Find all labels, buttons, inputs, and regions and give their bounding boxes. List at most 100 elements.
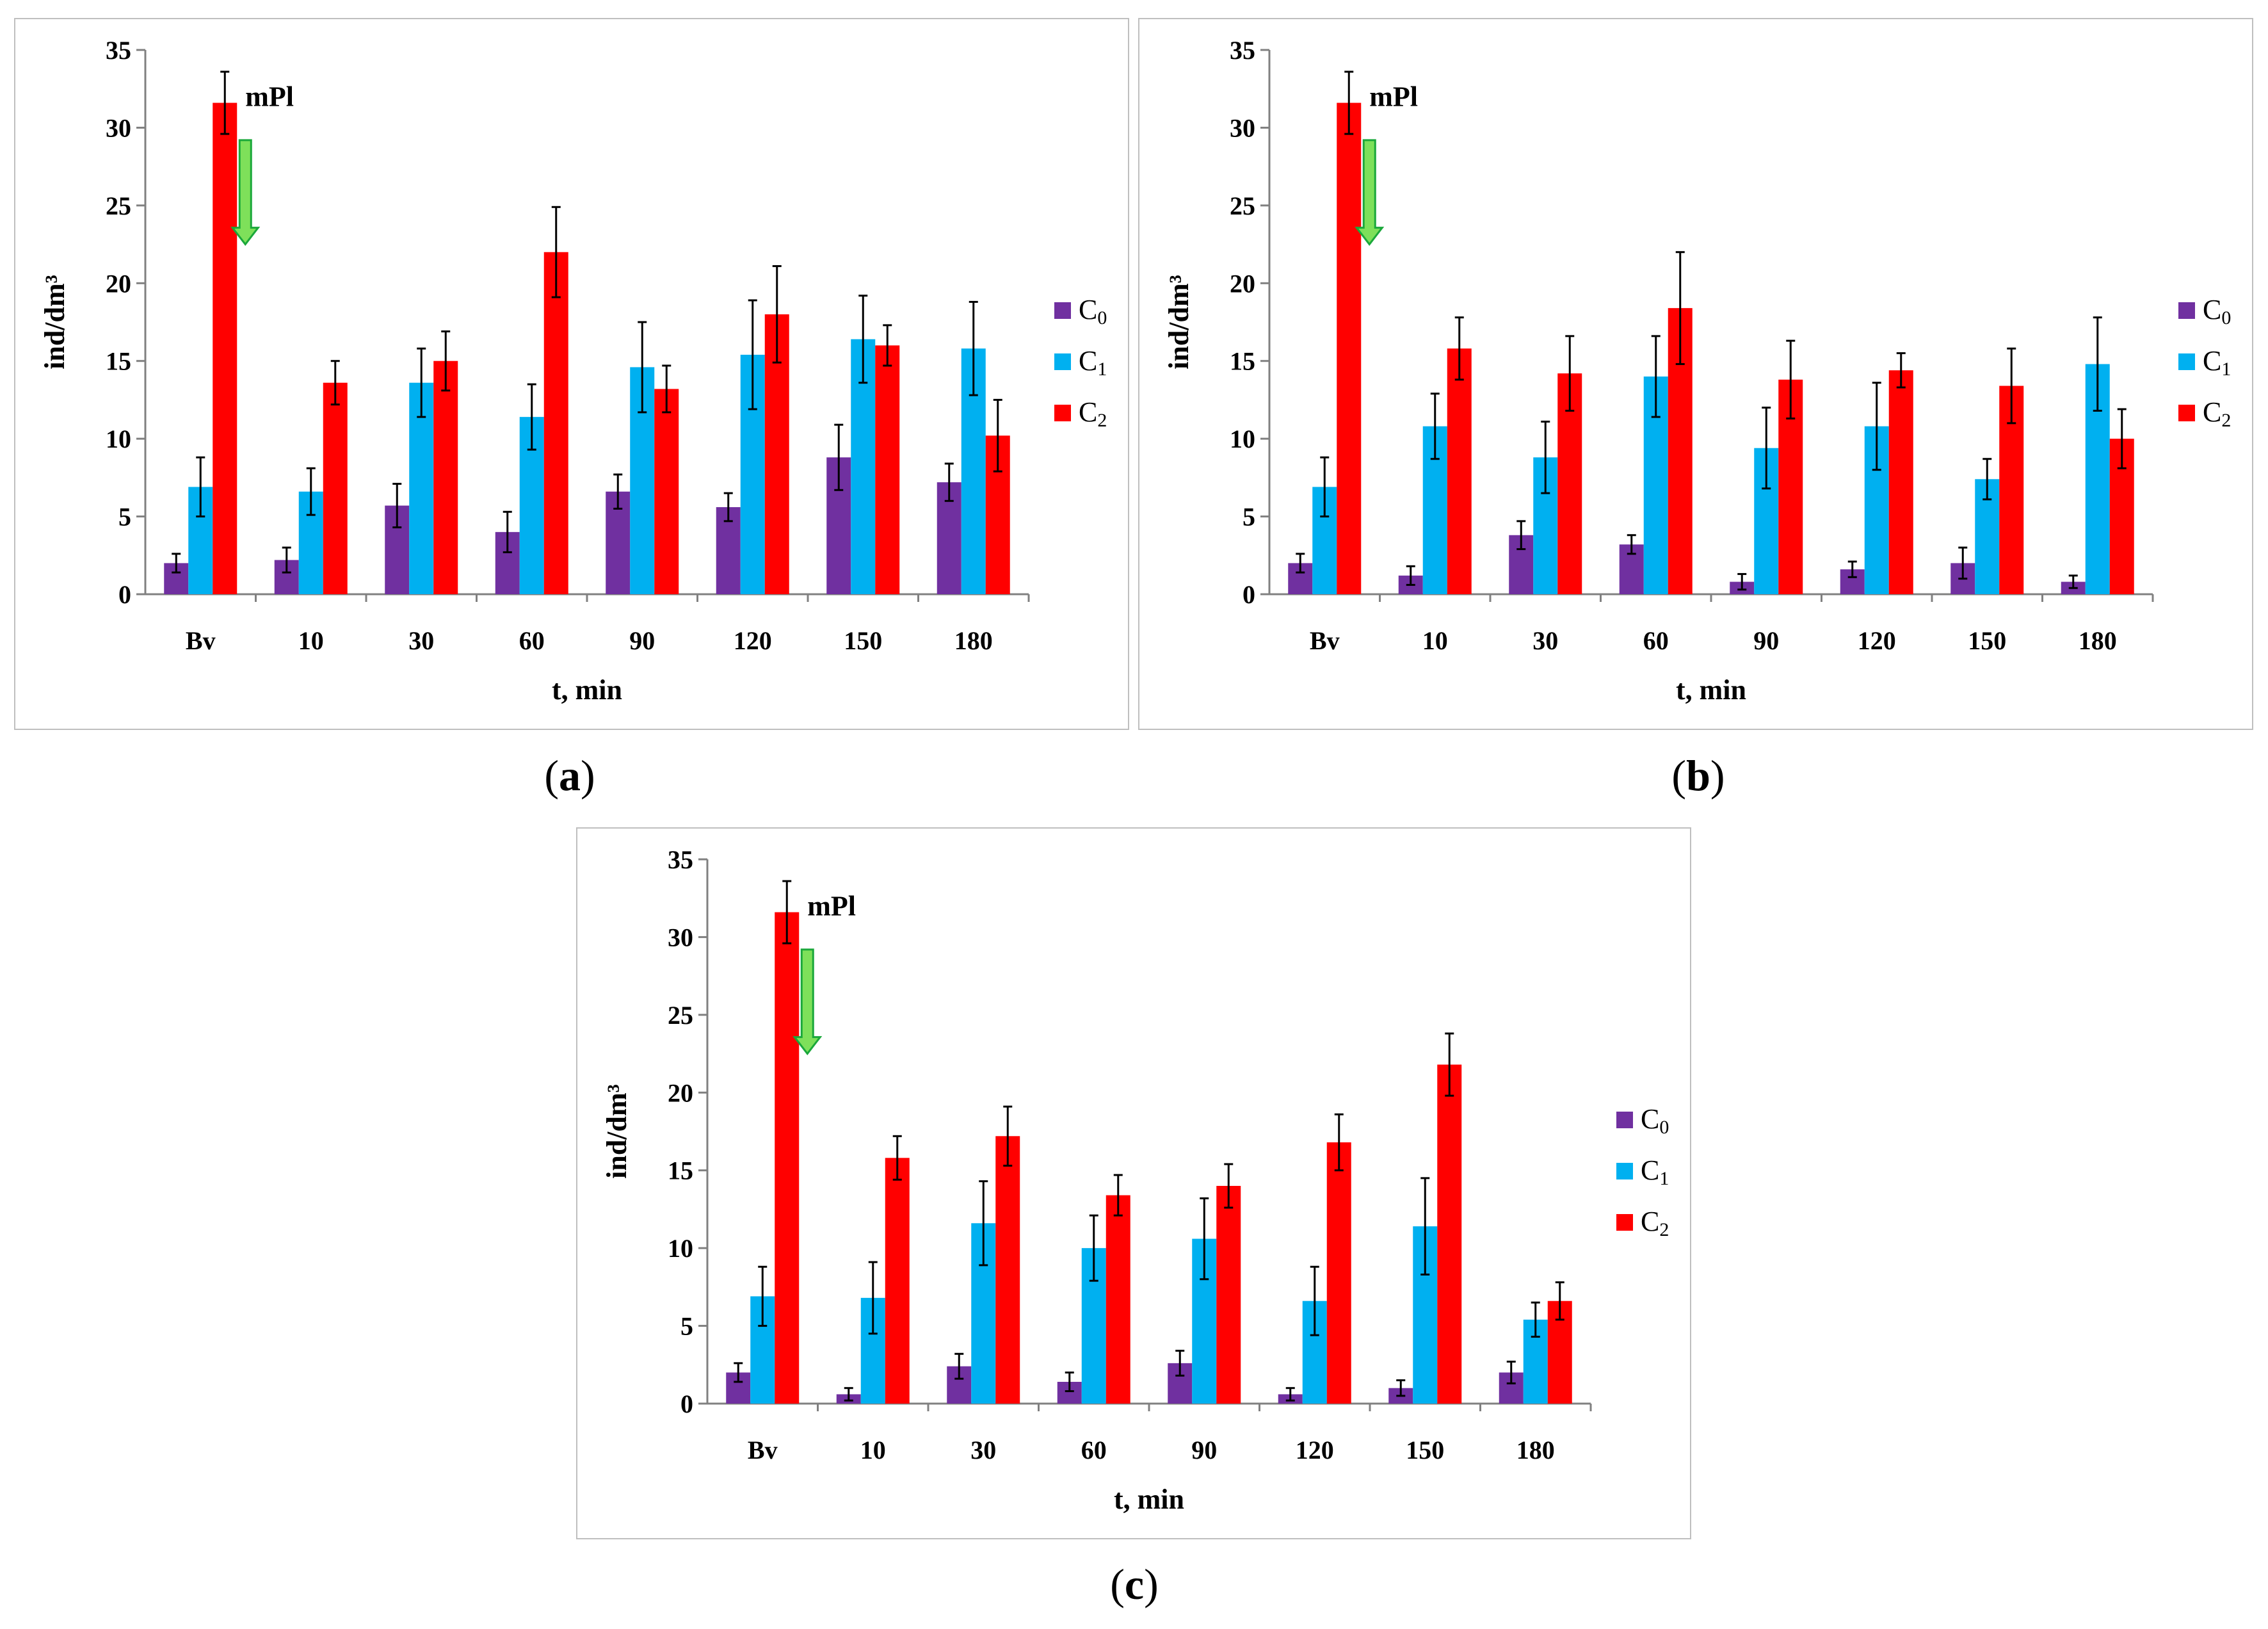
y-tick-label: 25 xyxy=(668,1001,693,1030)
y-tick-label: 35 xyxy=(106,36,131,65)
chart-frame xyxy=(576,827,1691,1539)
x-tick-label: 30 xyxy=(1532,626,1558,655)
x-tick-label: 150 xyxy=(1406,1436,1444,1464)
legend-swatch-C2 xyxy=(1054,405,1071,421)
y-tick-label: 10 xyxy=(668,1234,693,1263)
chart-frame xyxy=(14,18,1129,730)
bar-60-C2 xyxy=(1106,1195,1130,1404)
x-tick-label: 10 xyxy=(860,1436,886,1464)
legend-swatch-C2 xyxy=(1616,1214,1633,1231)
y-tick-label: 25 xyxy=(106,191,131,220)
annotation-label: mPl xyxy=(807,890,856,921)
y-tick-label: 20 xyxy=(106,269,131,298)
bar-Bv-C2 xyxy=(775,912,800,1404)
bar-Bv-C2 xyxy=(1337,102,1362,595)
y-tick-label: 20 xyxy=(1230,269,1255,298)
legend-label-C1: C1 xyxy=(1079,345,1107,380)
y-tick-label: 0 xyxy=(1243,580,1255,609)
bar-Bv-C2 xyxy=(213,102,237,595)
down-arrow-icon xyxy=(230,139,261,247)
bar-150-C2 xyxy=(875,345,900,594)
x-tick-label: 60 xyxy=(1643,626,1669,655)
legend-swatch-C1 xyxy=(1054,353,1071,370)
y-tick-label: 0 xyxy=(680,1390,693,1418)
x-tick-label: Bv xyxy=(1310,626,1340,655)
x-tick-label: 90 xyxy=(1753,626,1779,655)
x-tick-label: 180 xyxy=(954,626,993,655)
x-tick-label: 180 xyxy=(2079,626,2117,655)
bar-60-C2 xyxy=(543,252,568,594)
legend-swatch-C1 xyxy=(2178,353,2195,370)
y-tick-label: 20 xyxy=(668,1078,693,1107)
y-tick-label: 15 xyxy=(106,347,131,376)
y-tick-label: 15 xyxy=(1230,347,1255,376)
y-tick-label: 15 xyxy=(668,1156,693,1185)
down-arrow-icon xyxy=(1355,139,1385,247)
x-axis-title: t, min xyxy=(1114,1484,1184,1515)
legend-label-C0: C0 xyxy=(1079,294,1107,328)
y-tick-label: 0 xyxy=(118,580,131,609)
x-tick-label: 120 xyxy=(734,626,772,655)
legend-swatch-C1 xyxy=(1616,1163,1633,1179)
legend-swatch-C0 xyxy=(2178,302,2195,319)
bar-150-C2 xyxy=(1437,1064,1462,1404)
y-axis-title: ind/dm³ xyxy=(39,275,70,369)
bar-90-C2 xyxy=(1216,1186,1241,1404)
x-tick-label: 30 xyxy=(408,626,434,655)
y-tick-label: 5 xyxy=(680,1312,693,1341)
legend-label-C2: C2 xyxy=(1641,1206,1669,1240)
y-axis-title: ind/dm³ xyxy=(1163,275,1194,369)
y-tick-label: 10 xyxy=(106,425,131,453)
bar-30-C1 xyxy=(409,382,434,594)
caption-a: (a) xyxy=(544,751,595,800)
bar-30-C2 xyxy=(433,361,458,594)
chart-svg-a: 0 5 10 15 20 25 30 35 ind/dm³ Bv 10 30 60 90 120 150 180… xyxy=(39,36,1107,706)
x-tick-label: 10 xyxy=(1422,626,1448,655)
y-tick-label: 35 xyxy=(1230,36,1255,65)
y-tick-label: 30 xyxy=(668,923,693,952)
chart-svg-c: 0 5 10 15 20 25 30 35 ind/dm³ Bv 10 30 60 90 120 150 180… xyxy=(601,845,1669,1515)
legend-label-C1: C1 xyxy=(1641,1155,1669,1189)
bar-30-C2 xyxy=(995,1136,1020,1404)
y-tick-label: 30 xyxy=(1230,113,1255,142)
y-tick-label: 35 xyxy=(668,845,693,874)
x-tick-label: 150 xyxy=(844,626,882,655)
down-arrow-icon xyxy=(792,948,823,1056)
x-tick-label: 120 xyxy=(1858,626,1896,655)
x-tick-label: 180 xyxy=(1516,1436,1555,1464)
x-tick-label: 60 xyxy=(1081,1436,1107,1464)
bar-120-C2 xyxy=(1326,1142,1351,1404)
legend-label-C0: C0 xyxy=(2203,294,2231,328)
y-tick-label: 10 xyxy=(1230,425,1255,453)
legend-swatch-C2 xyxy=(2178,405,2195,421)
caption-c: (c) xyxy=(1110,1560,1159,1609)
legend-label-C1: C1 xyxy=(2203,345,2231,380)
x-tick-label: 30 xyxy=(970,1436,996,1464)
legend-label-C2: C2 xyxy=(2203,396,2231,431)
bar-10-C2 xyxy=(323,382,348,594)
x-tick-label: Bv xyxy=(748,1436,778,1464)
x-tick-label: 60 xyxy=(519,626,545,655)
x-tick-label: 120 xyxy=(1296,1436,1334,1464)
y-tick-label: 5 xyxy=(118,503,131,531)
bar-90-C2 xyxy=(654,389,679,594)
y-tick-label: 25 xyxy=(1230,191,1255,220)
legend-label-C0: C0 xyxy=(1641,1103,1669,1138)
annotation-label: mPl xyxy=(1369,81,1418,112)
legend-swatch-C0 xyxy=(1616,1112,1633,1128)
caption-b: (b) xyxy=(1671,751,1725,800)
legend-swatch-C0 xyxy=(1054,302,1071,319)
x-tick-label: 10 xyxy=(298,626,324,655)
x-tick-label: 90 xyxy=(629,626,655,655)
bar-10-C2 xyxy=(885,1158,910,1404)
bar-10-C2 xyxy=(1447,348,1472,594)
annotation-label: mPl xyxy=(245,81,294,112)
x-tick-label: Bv xyxy=(186,626,216,655)
x-tick-label: 150 xyxy=(1968,626,2006,655)
chart-frame xyxy=(1138,18,2253,730)
x-tick-label: 90 xyxy=(1191,1436,1217,1464)
legend-label-C2: C2 xyxy=(1079,396,1107,431)
bar-120-C2 xyxy=(1888,370,1913,594)
x-axis-title: t, min xyxy=(1676,674,1746,706)
chart-svg-b: 0 5 10 15 20 25 30 35 ind/dm³ Bv 10 30 60 90 120 150 180… xyxy=(1163,36,2231,706)
